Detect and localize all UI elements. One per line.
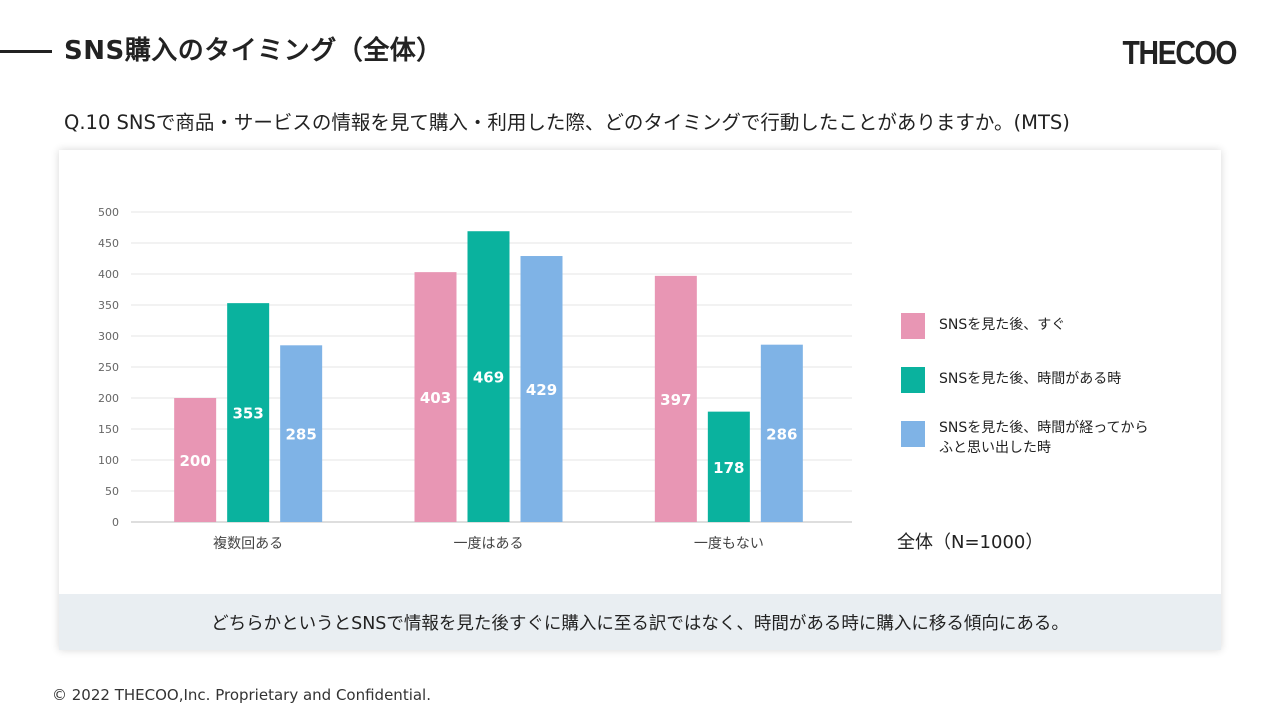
y-tick-label: 450 [98, 237, 119, 250]
legend-label-line: SNSを見た後、時間が経ってから [939, 420, 1149, 436]
survey-question: Q.10 SNSで商品・サービスの情報を見て購入・利用した際、どのタイミングで行… [64, 111, 1070, 134]
y-tick-label: 500 [98, 206, 119, 219]
bar-data-label: 286 [766, 425, 797, 443]
y-tick-label: 100 [98, 454, 119, 467]
thecoo-logo: THECOO [1122, 34, 1237, 71]
bar-data-label: 429 [526, 381, 557, 399]
legend-swatch-blue [901, 421, 925, 447]
y-tick-label: 0 [112, 516, 119, 529]
chart-legend: SNSを見た後、すぐ SNSを見た後、時間がある時 SNSを見た後、時間が経って… [901, 310, 1201, 472]
y-tick-label: 50 [105, 485, 119, 498]
bar-chart: 0 50 100 150 200 250 300 350 400 450 500 200 353 285 複… [98, 206, 852, 552]
legend-item: SNSを見た後、時間が経ってから ふと思い出した時 [901, 418, 1201, 468]
chart-card: 0 50 100 150 200 250 300 350 400 450 500 200 353 285 複… [59, 150, 1221, 650]
copyright: © 2022 THECOO,Inc. Proprietary and Confi… [52, 686, 431, 704]
legend-label: SNSを見た後、時間がある時 [939, 369, 1189, 389]
x-category-label: 一度はある [454, 536, 524, 552]
bar [280, 345, 323, 522]
legend-item: SNSを見た後、すぐ [901, 310, 1201, 360]
y-tick-label: 150 [98, 423, 119, 436]
legend-label: SNSを見た後、すぐ [939, 315, 1189, 335]
legend-swatch-pink [901, 313, 925, 339]
legend-label: SNSを見た後、時間が経ってから ふと思い出した時 [939, 418, 1189, 458]
legend-swatch-teal [901, 367, 925, 393]
title-rule [0, 50, 52, 53]
bar-data-label: 200 [180, 452, 211, 470]
y-tick-label: 400 [98, 268, 119, 281]
bar-data-label: 469 [473, 369, 504, 387]
bar [520, 256, 563, 522]
bar-data-label: 353 [233, 405, 264, 423]
bar-data-label: 397 [660, 391, 691, 409]
legend-item: SNSを見た後、時間がある時 [901, 364, 1201, 414]
x-category-label: 一度もない [694, 536, 764, 552]
bar [760, 344, 803, 522]
bar [174, 398, 217, 522]
page-title: SNS購入のタイミング（全体） [64, 36, 443, 66]
bar [227, 303, 270, 522]
bar-data-label: 178 [713, 459, 744, 477]
bar [654, 275, 697, 522]
sample-size-note: 全体（N=1000） [897, 532, 1044, 553]
bar [467, 231, 510, 522]
bar-data-label: 403 [420, 389, 451, 407]
legend-label-line: SNSを見た後、すぐ [939, 317, 1066, 333]
y-tick-label: 350 [98, 299, 119, 312]
summary-band: どちらかというとSNSで情報を見た後すぐに購入に至る訳ではなく、時間がある時に購… [59, 594, 1221, 650]
y-tick-label: 200 [98, 392, 119, 405]
bar-data-label: 285 [286, 426, 317, 444]
x-category-label: 複数回ある [213, 535, 283, 552]
y-tick-label: 250 [98, 361, 119, 374]
legend-label-line: ふと思い出した時 [939, 440, 1051, 456]
summary-text: どちらかというとSNSで情報を見た後すぐに購入に至る訳ではなく、時間がある時に購… [211, 613, 1069, 634]
legend-label-line: SNSを見た後、時間がある時 [939, 371, 1122, 387]
y-tick-label: 300 [98, 330, 119, 343]
bar [414, 272, 457, 522]
bar [707, 411, 750, 522]
